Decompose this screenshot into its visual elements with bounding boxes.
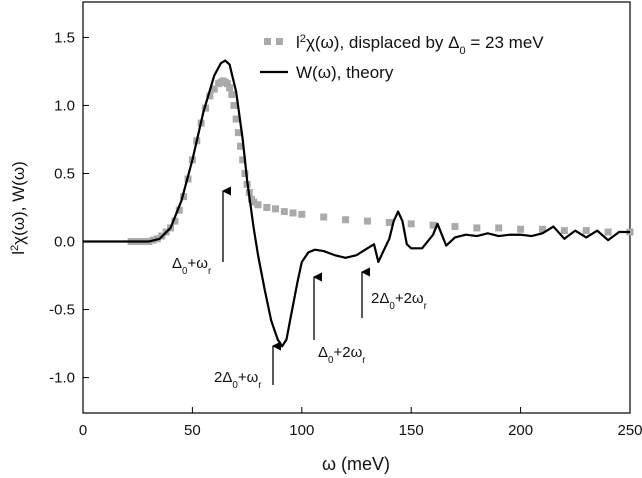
subscript: 0 [389, 301, 395, 312]
x-tick-label: 100 [289, 422, 314, 439]
y-tick-label: -0.5 [49, 302, 75, 319]
marker [239, 156, 247, 164]
marker [451, 223, 459, 231]
x-tick-label: 200 [508, 422, 533, 439]
marker [429, 221, 437, 229]
y-axis-label: l2χ(ω), W(ω) [9, 161, 28, 255]
marker [175, 206, 183, 214]
marker [237, 142, 245, 150]
marker [210, 85, 218, 93]
x-axis-label: ω (meV) [322, 454, 390, 474]
text-part: Δ [318, 344, 328, 361]
marker [206, 92, 214, 100]
subscript: 0 [182, 266, 188, 277]
y-tick-label: 0.5 [54, 165, 75, 182]
y-tick-label: 1.0 [54, 97, 75, 114]
y-tick-label: 0.0 [54, 234, 75, 251]
subscript: r [208, 266, 212, 277]
annotation: 2Δ0+ωr [214, 369, 262, 391]
subscript: r [362, 355, 366, 366]
superscript: 2 [300, 33, 306, 45]
marker [407, 220, 415, 228]
annotation: Δ0+ωr [172, 255, 212, 277]
annotation: 2Δ0+2ωr [371, 290, 428, 312]
marker [604, 228, 612, 236]
marker [495, 224, 503, 232]
legend-label: l2χ(ω), displaced by Δ0 = 23 meV [296, 33, 544, 57]
scatter-series [127, 77, 634, 246]
marker [289, 209, 297, 217]
text-part: 2Δ [371, 290, 389, 307]
marker [254, 201, 262, 209]
line [83, 59, 630, 348]
marker [280, 208, 288, 216]
y-tick-label: -1.0 [49, 370, 75, 387]
marker [250, 198, 258, 206]
plot-frame [82, 1, 631, 414]
marker [241, 169, 249, 177]
text-part: +ω [187, 255, 208, 272]
text-part: = 23 meV [466, 33, 545, 52]
superscript: 2 [9, 245, 21, 251]
text-part: Δ [172, 255, 182, 272]
text-part: +ω [238, 369, 259, 386]
marker [298, 210, 306, 218]
legend-swatch [276, 38, 283, 45]
subscript: 0 [460, 45, 466, 57]
marker [272, 205, 280, 213]
marker [226, 84, 234, 92]
marker [320, 213, 328, 221]
text-part: χ(ω), displaced by Δ [306, 33, 460, 52]
marker [582, 227, 590, 235]
marker [517, 225, 525, 233]
marker [363, 217, 371, 225]
marker [560, 227, 568, 235]
marker [228, 91, 236, 99]
text-part: 2Δ [214, 369, 232, 386]
text-part: l [296, 33, 300, 52]
marker [232, 115, 240, 123]
marker [538, 225, 546, 233]
marker [473, 224, 481, 232]
marker [234, 129, 242, 137]
marker [171, 217, 179, 225]
marker [263, 204, 271, 211]
subscript: 0 [328, 355, 334, 366]
marker [385, 218, 393, 226]
legend-swatch [264, 38, 271, 45]
x-tick-label: 50 [184, 422, 201, 439]
y-tick-label: 1.5 [54, 29, 75, 46]
text-part: l [9, 251, 28, 255]
text-part: +2ω [333, 344, 362, 361]
subscript: r [424, 301, 428, 312]
x-tick-label: 150 [399, 422, 424, 439]
text-part: +2ω [395, 290, 424, 307]
x-tick-label: 250 [617, 422, 642, 439]
x-tick-label: 0 [79, 422, 87, 439]
subscript: r [258, 380, 262, 391]
subscript: 0 [232, 380, 238, 391]
text-part: χ(ω), W(ω) [9, 161, 28, 245]
legend-label: W(ω), theory [296, 63, 394, 82]
annotation: Δ0+2ωr [318, 344, 366, 366]
annotations: Δ0+ωr 2Δ0+ωr Δ0+2ωr 2Δ0+2ωr [172, 186, 428, 391]
marker [230, 101, 238, 109]
marker [223, 80, 231, 88]
marker [342, 216, 350, 224]
